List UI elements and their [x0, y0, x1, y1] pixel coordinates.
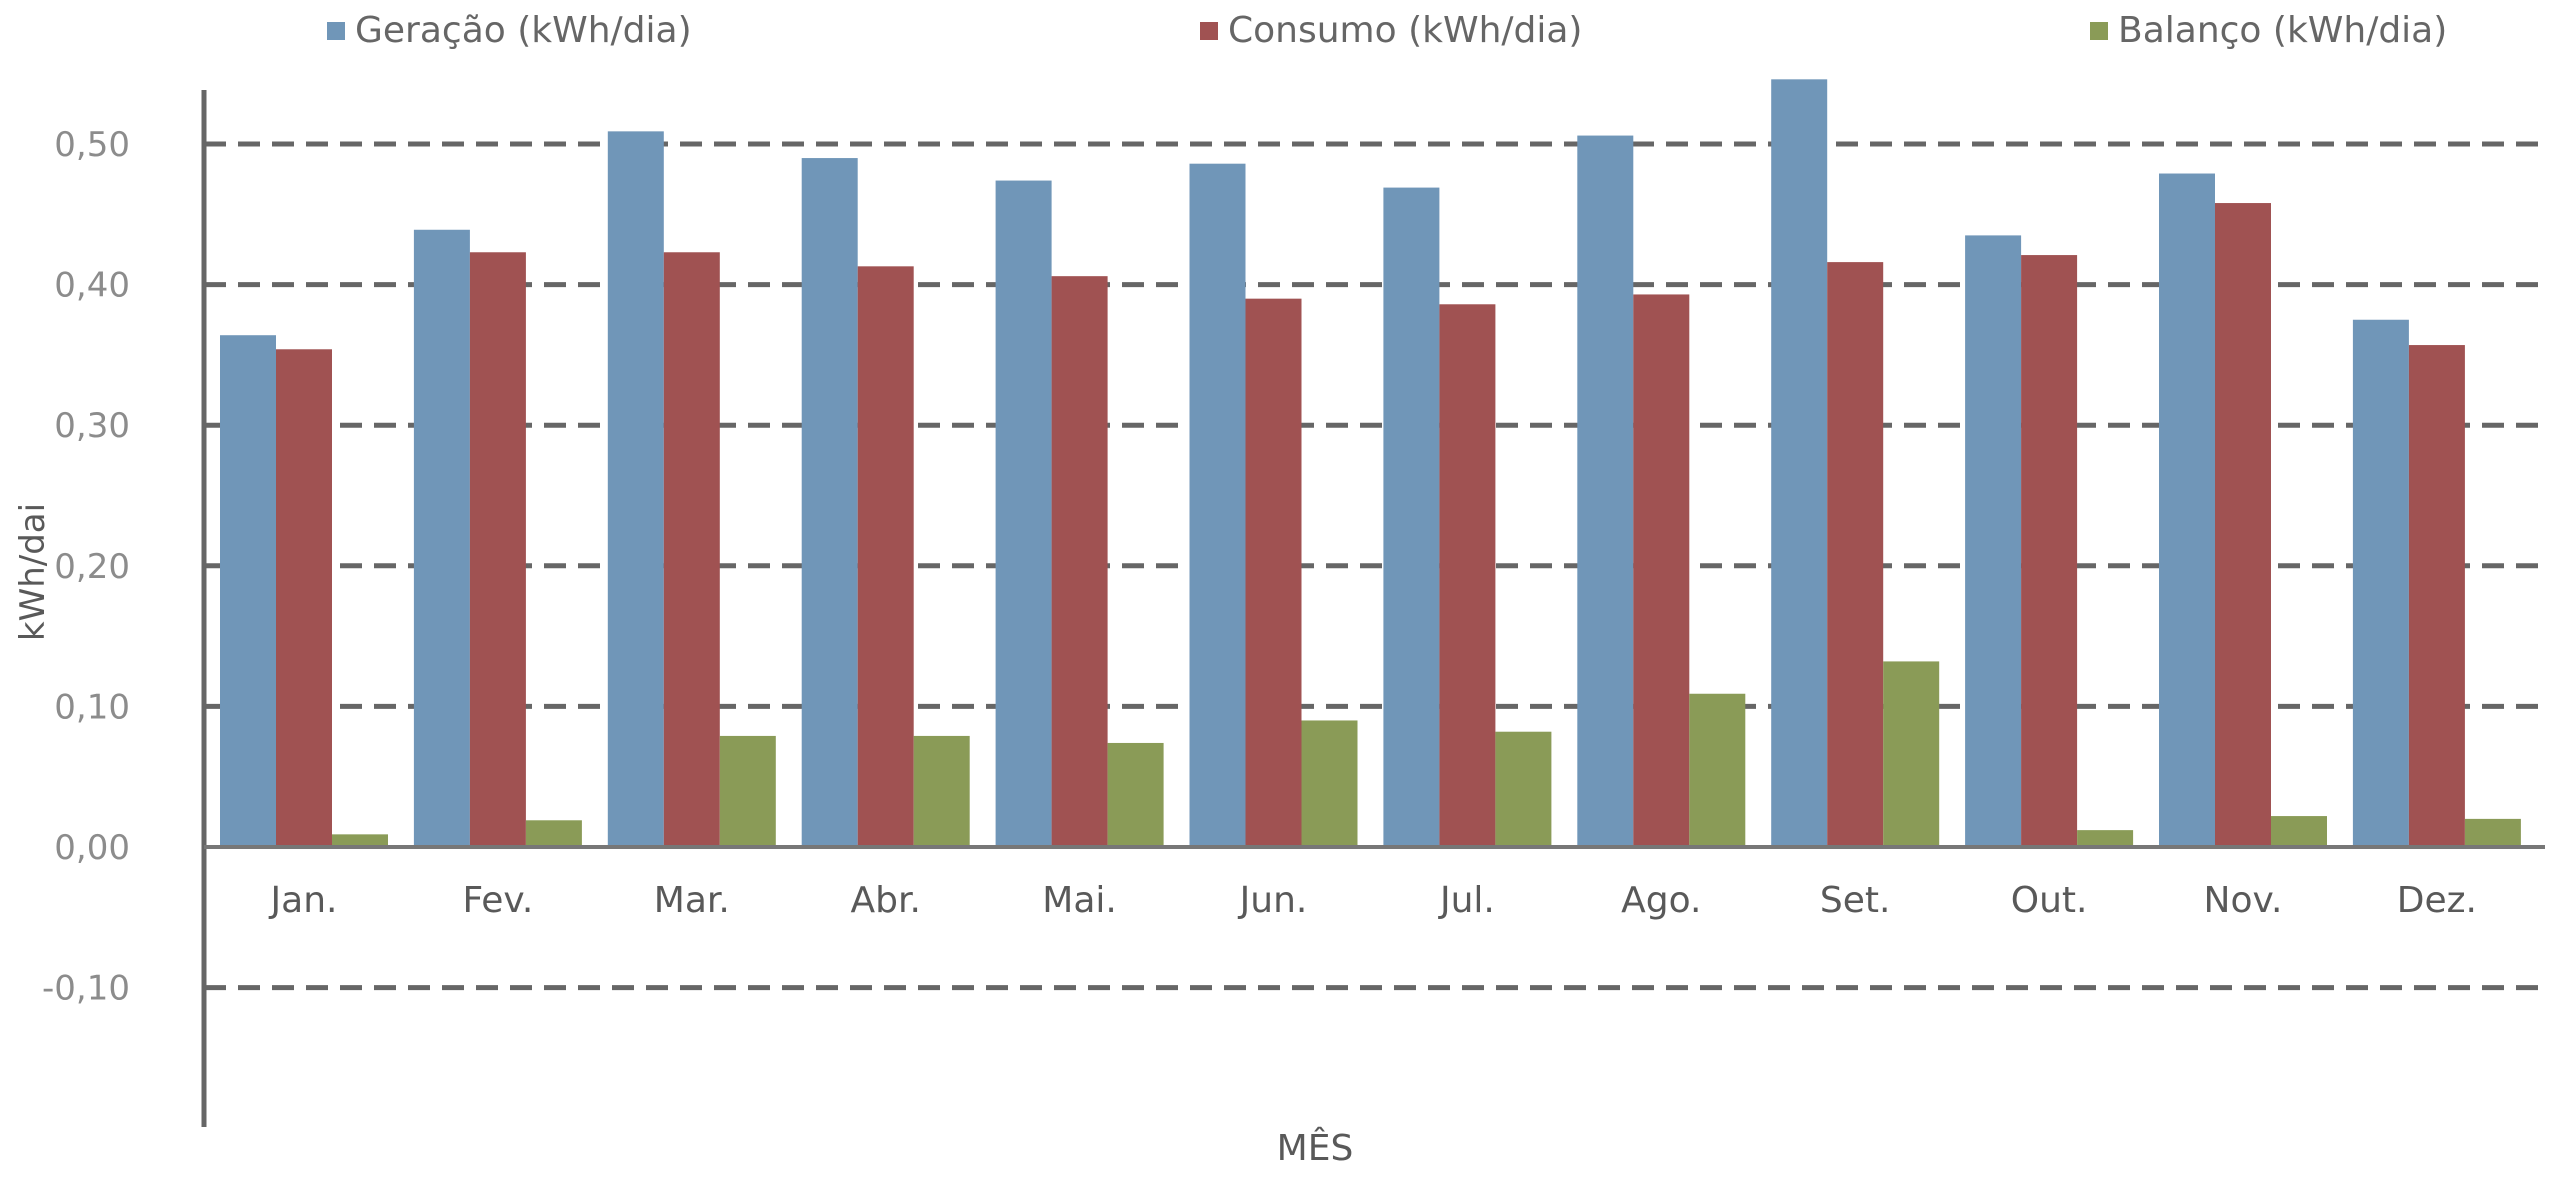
- x-tick-label: Abr.: [850, 880, 920, 921]
- bar-consumo: [857, 266, 914, 847]
- bar-balanco: [525, 820, 582, 847]
- bars: [220, 79, 2521, 848]
- x-tick-label: Set.: [1820, 880, 1891, 921]
- bar-balanco: [1883, 661, 1940, 847]
- bar-geracao: [1189, 163, 1246, 847]
- x-tick-label: Out.: [2011, 880, 2088, 921]
- bar-consumo: [1633, 294, 1690, 847]
- bar-consumo: [1827, 262, 1884, 847]
- bar-geracao: [607, 131, 664, 847]
- x-tick-label: Nov.: [2204, 880, 2283, 921]
- bar-geracao: [801, 158, 858, 847]
- y-tick-label: 0,00: [54, 828, 130, 868]
- y-tick-label: 0,30: [54, 406, 130, 446]
- bar-balanco: [2271, 816, 2327, 847]
- bar-geracao: [413, 229, 470, 848]
- bar-consumo: [469, 252, 526, 848]
- y-tick-label: 0,20: [54, 547, 130, 587]
- gridlines: [204, 141, 2545, 991]
- bar-balanco: [1495, 731, 1552, 847]
- x-tick-label: Jan.: [269, 880, 338, 921]
- bar-consumo: [1439, 304, 1496, 847]
- bar-geracao: [1577, 135, 1634, 848]
- bar-geracao: [2159, 173, 2215, 847]
- bar-balanco: [2077, 830, 2134, 847]
- bar-consumo: [1051, 276, 1108, 847]
- bar-balanco: [719, 735, 776, 847]
- bar-balanco: [1107, 742, 1164, 847]
- x-tick-label: Fev.: [462, 880, 533, 921]
- y-tick-label: 0,50: [54, 125, 130, 165]
- x-tick-label: Dez.: [2397, 880, 2477, 921]
- legend-swatch: [327, 22, 345, 40]
- bar-consumo: [2021, 255, 2078, 848]
- legend-swatch: [2090, 22, 2108, 40]
- bar-consumo: [1245, 298, 1302, 847]
- y-tick-label: 0,10: [54, 687, 130, 727]
- x-tick-label: Jun.: [1238, 880, 1308, 921]
- bar-geracao: [1383, 187, 1440, 847]
- bar-balanco: [913, 735, 970, 847]
- bar-balanco: [2464, 818, 2521, 847]
- bar-geracao: [1965, 235, 2022, 847]
- bar-balanco: [1689, 693, 1746, 847]
- x-axis-label: MÊS: [1277, 1127, 1354, 1169]
- bar-consumo: [663, 252, 720, 848]
- bar-geracao: [1771, 79, 1828, 848]
- y-tick-label: 0,40: [54, 266, 130, 306]
- legend-swatch: [1200, 22, 1218, 40]
- x-tick-label: Jul.: [1438, 880, 1495, 921]
- y-tick-labels: -0,10 0,00 0,10 0,20 0,30 0,40 0,50: [42, 125, 130, 1009]
- bar-balanco: [1301, 720, 1358, 847]
- legend-label: Balanço (kWh/dia): [2118, 10, 2447, 51]
- bar-geracao: [2352, 319, 2409, 847]
- bar-consumo: [2408, 345, 2465, 847]
- legend-label: Geração (kWh/dia): [355, 10, 692, 51]
- x-tick-label: Mar.: [654, 880, 730, 921]
- legend-label: Consumo (kWh/dia): [1228, 10, 1582, 51]
- bar-geracao: [995, 180, 1052, 847]
- bar-consumo: [276, 349, 332, 847]
- x-tick-labels: Jan. Fev. Mar. Abr. Mai. Jun. Jul. Ago. Set. Out.…: [269, 880, 2477, 921]
- bar-geracao: [220, 335, 276, 847]
- x-tick-label: Mai.: [1042, 880, 1117, 921]
- y-axis-label: kWh/dai: [13, 503, 53, 641]
- y-tick-label: -0,10: [42, 969, 130, 1009]
- bar-balanco: [332, 834, 388, 847]
- x-tick-label: Ago.: [1621, 880, 1701, 921]
- legend: Geração (kWh/dia) Consumo (kWh/dia) Balanç…: [327, 10, 2447, 51]
- bar-consumo: [2215, 203, 2271, 847]
